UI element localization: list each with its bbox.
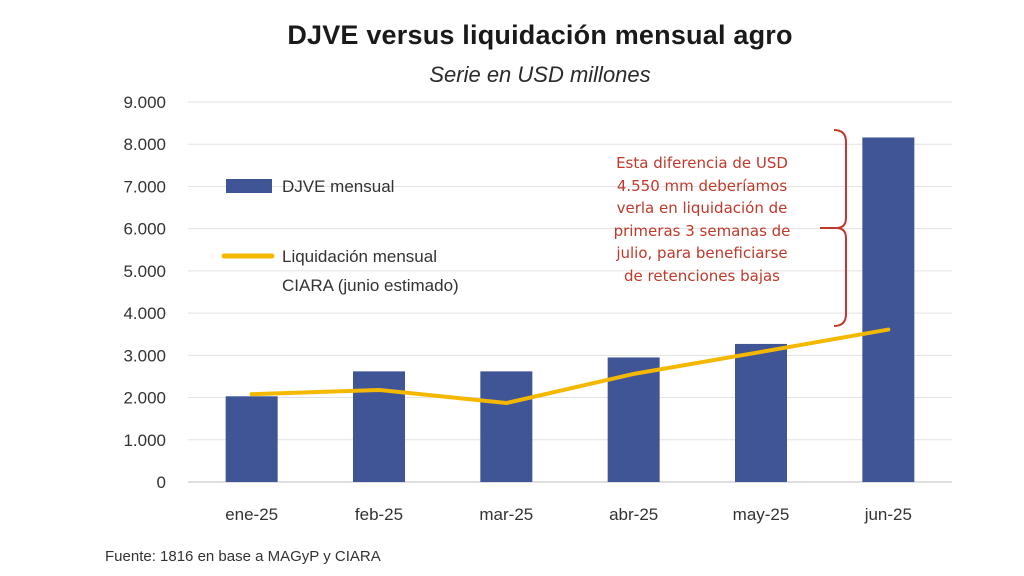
annotation-line: primeras 3 semanas de (613, 221, 791, 240)
y-tick-label: 1.000 (123, 431, 166, 450)
y-tick-label: 5.000 (123, 262, 166, 281)
annotation-line: de retenciones bajas (624, 266, 780, 285)
line-series (249, 327, 891, 406)
y-tick-label: 3.000 (123, 346, 166, 365)
chart-subtitle: Serie en USD millones (429, 62, 651, 87)
x-tick-label: may-25 (733, 505, 790, 524)
x-tick-label: abr-25 (609, 505, 658, 524)
chart-title: DJVE versus liquidación mensual agro (287, 20, 793, 50)
y-tick-label: 0 (157, 473, 166, 492)
annotation-text: Esta diferencia de USD 4.550 mm deberíam… (592, 152, 812, 287)
y-tick-label: 2.000 (123, 389, 166, 408)
legend: DJVE mensual Liquidación mensual CIARA (… (221, 177, 459, 295)
x-tick-label: feb-25 (355, 505, 403, 524)
bar-may-25 (735, 343, 787, 482)
y-tick-label: 9.000 (123, 93, 166, 112)
bar-series (225, 137, 915, 482)
bar-mar-25 (480, 371, 533, 482)
y-tick-label: 7.000 (123, 177, 166, 196)
bar-jun-25 (862, 137, 915, 482)
y-tick-label: 6.000 (123, 220, 166, 239)
legend-bar-label: DJVE mensual (282, 177, 394, 196)
y-tick-label: 8.000 (123, 135, 166, 154)
y-axis-ticks: 0 1.000 2.000 3.000 4.000 5.000 6.000 7.000 8.00… (123, 93, 166, 492)
legend-line-label-continued: CIARA (junio estimado) (282, 276, 459, 295)
legend-bar-swatch (226, 179, 272, 193)
x-tick-label: mar-25 (479, 505, 533, 524)
x-axis-ticks: ene-25 feb-25 mar-25 abr-25 may-25 jun-25 (225, 505, 912, 524)
bar-ene-25 (225, 396, 278, 482)
annotation-line: 4.550 mm deberíamos (616, 176, 788, 195)
annotation-line: verla en liquidación de (616, 199, 788, 217)
x-tick-label: jun-25 (864, 505, 912, 524)
annotation-line: Esta diferencia de USD (616, 154, 788, 172)
y-tick-label: 4.000 (123, 304, 166, 323)
source-note: Fuente: 1816 en base a MAGyP y CIARA (105, 548, 381, 565)
annotation-line: julio, para beneficiarse (616, 244, 788, 262)
legend-line-label: Liquidación mensual (282, 247, 437, 266)
x-tick-label: ene-25 (225, 505, 278, 524)
line-path (249, 327, 891, 406)
